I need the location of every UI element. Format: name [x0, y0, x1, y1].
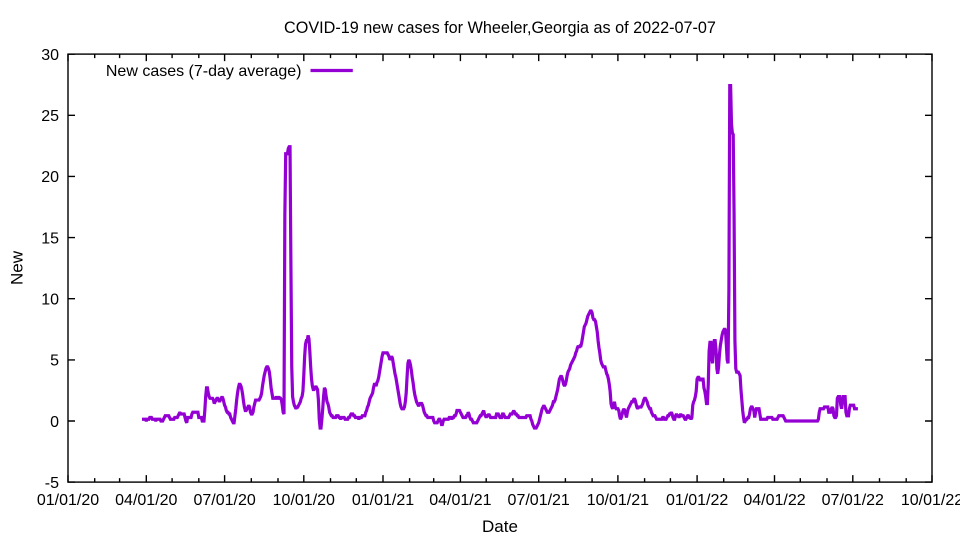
svg-text:-5: -5	[45, 475, 59, 492]
svg-text:10/01/22: 10/01/22	[901, 492, 960, 509]
svg-text:10/01/21: 10/01/21	[587, 492, 649, 509]
svg-text:15: 15	[41, 230, 59, 247]
svg-text:07/01/21: 07/01/21	[508, 492, 570, 509]
svg-text:20: 20	[41, 169, 59, 186]
svg-text:Date: Date	[482, 517, 518, 536]
svg-text:04/01/22: 04/01/22	[743, 492, 805, 509]
svg-text:5: 5	[50, 353, 59, 370]
svg-text:10/01/20: 10/01/20	[273, 492, 335, 509]
svg-text:25: 25	[41, 108, 59, 125]
svg-text:01/01/22: 01/01/22	[666, 492, 728, 509]
svg-text:07/01/22: 07/01/22	[822, 492, 884, 509]
svg-text:30: 30	[41, 47, 59, 64]
svg-text:New cases (7-day average): New cases (7-day average)	[106, 63, 302, 80]
svg-text:01/01/21: 01/01/21	[352, 492, 414, 509]
svg-text:01/01/20: 01/01/20	[37, 492, 99, 509]
svg-text:07/01/20: 07/01/20	[193, 492, 255, 509]
svg-text:04/01/20: 04/01/20	[115, 492, 177, 509]
svg-text:10: 10	[41, 292, 59, 309]
svg-text:COVID-19 new cases for Wheeler: COVID-19 new cases for Wheeler,Georgia a…	[284, 19, 716, 37]
svg-text:0: 0	[50, 414, 59, 431]
svg-text:New: New	[8, 250, 27, 285]
svg-text:04/01/21: 04/01/21	[429, 492, 491, 509]
